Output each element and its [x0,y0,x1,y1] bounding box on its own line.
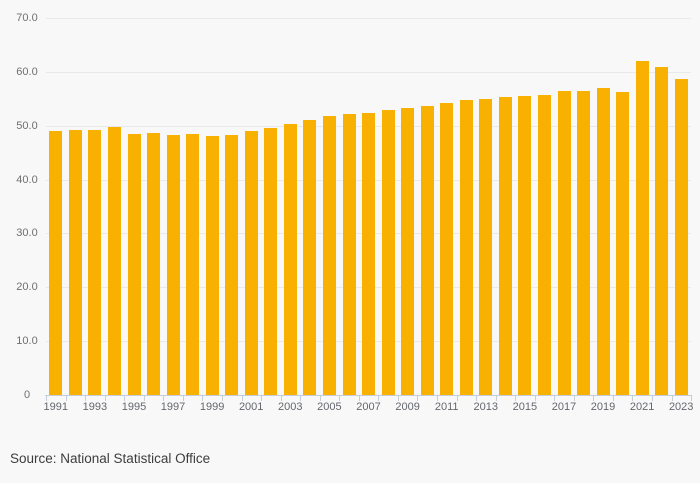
x-axis-tick [554,395,556,401]
gridline-60 [46,72,691,73]
x-axis-tick-label: 2021 [629,401,655,413]
bar-2011 [440,102,454,395]
x-axis-tick [143,395,145,401]
bar-2006 [342,113,356,395]
x-axis-tick [65,395,67,401]
bar-2022 [655,67,669,395]
bar-2021 [635,61,649,395]
x-axis-tick-label: 1995 [121,401,147,413]
bar-2020 [616,91,630,395]
y-axis-tick-label: 0 [23,389,31,401]
bar-1993 [88,130,102,395]
y-axis-tick-label: 40.0 [16,174,38,186]
x-axis-tick-label: 2003 [278,401,303,413]
x-axis-tick-label: 2017 [551,401,577,413]
y-axis-tick-label: 10.0 [16,335,38,347]
x-axis-tick [397,395,399,401]
x-axis-tick [671,395,673,401]
bar-2012 [459,100,473,395]
bar-2008 [381,110,395,395]
x-axis-tick-label: 2023 [668,401,694,413]
x-axis-tick [163,395,165,401]
x-axis-tick-label: 1993 [82,401,108,413]
x-axis-tick [358,395,360,401]
bar-2013 [479,98,493,395]
bar-2002 [264,128,278,395]
x-axis-tick [417,395,419,401]
x-axis-tick [593,395,595,401]
x-axis-tick [534,395,536,401]
x-axis-tick [319,395,321,401]
x-axis-tick-label: 2015 [512,401,538,413]
bar-2019 [596,88,610,395]
source-caption: Source: National Statistical Office [10,451,211,466]
x-axis-tick-label: 1999 [199,401,225,413]
x-axis-tick [85,395,87,401]
x-axis-tick [691,395,692,401]
x-axis-tick-label: 2001 [238,401,264,413]
bar-2015 [518,96,532,395]
y-axis-tick-label: 70.0 [16,12,38,24]
x-axis-tick-label: 2013 [473,401,499,413]
bar-2003 [283,123,297,395]
bar-1999 [205,135,219,395]
x-axis-tick [202,395,204,401]
bar-1995 [127,133,141,395]
x-axis-tick-label: 2005 [317,401,342,413]
x-axis-tick [339,395,341,401]
bar-1996 [147,132,160,395]
x-axis-tick [221,395,223,401]
x-axis-tick [300,395,302,401]
y-axis-tick-label: 50.0 [16,120,38,132]
x-axis-tick [651,395,653,401]
bar-2005 [322,116,336,395]
bar-2014 [498,97,512,395]
x-axis-tick [104,395,106,401]
x-axis-tick [182,395,184,401]
y-axis-tick-label: 60.0 [16,66,38,78]
gridline-70 [46,18,691,19]
bar-2007 [362,112,375,395]
bar-2023 [674,79,688,395]
x-axis-tick-label: 2019 [590,401,616,413]
x-axis-tick-label: 1991 [43,401,69,413]
x-axis-tick-label: 2009 [395,401,420,413]
x-axis-tick [124,395,126,401]
bar-1992 [68,130,82,395]
bar-2001 [244,131,258,395]
bar-1994 [107,126,121,395]
bar-2004 [303,119,317,395]
bar-1997 [166,134,180,395]
y-axis-tick-label: 30.0 [16,227,38,239]
bar-2010 [420,105,434,395]
bar-1998 [186,134,200,395]
bar-2018 [577,90,590,395]
x-axis-tick [378,395,380,401]
x-axis-tick [241,395,243,401]
x-axis-tick [632,395,634,401]
x-axis-tick [261,395,262,401]
x-axis-tick [476,395,477,401]
x-axis-tick [495,395,497,401]
x-axis-tick-label: 2007 [356,401,381,413]
x-axis-tick-label: 2011 [434,401,459,413]
bar-2009 [401,107,415,395]
bar-1991 [49,130,63,395]
bar-2000 [225,135,239,395]
bar-2017 [557,91,571,395]
x-axis-tick [515,395,517,401]
x-axis-tick [436,395,438,401]
bar-2016 [537,95,551,395]
x-axis-tick [573,395,575,401]
x-axis-tick [46,395,47,401]
x-axis-tick [612,395,614,401]
x-axis-tick [456,395,458,401]
x-axis-tick [280,395,282,401]
x-axis-tick-label: 1997 [160,401,186,413]
x-axis-line [45,395,692,396]
y-axis-tick-label: 20.0 [16,281,38,293]
